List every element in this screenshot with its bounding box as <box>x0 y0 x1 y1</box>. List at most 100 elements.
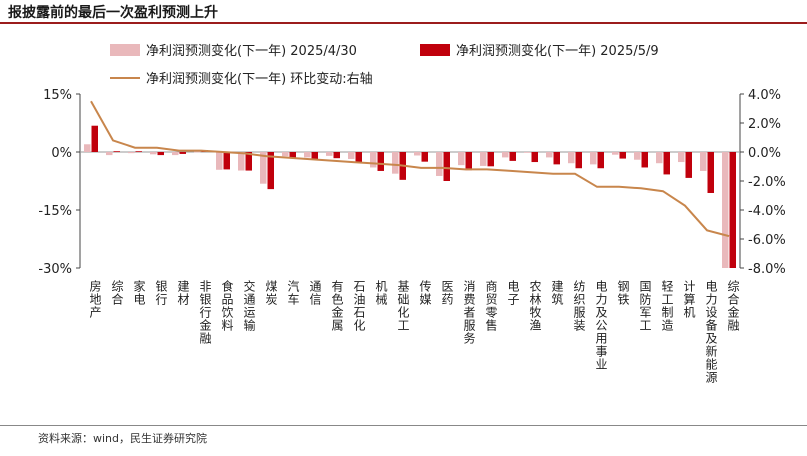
bar-series-2-28 <box>685 152 692 178</box>
bar-series-1-10 <box>282 152 289 157</box>
x-axis-category-label: 建材 <box>176 280 190 306</box>
source-note: 资料来源：wind，民生证券研究院 <box>38 432 208 445</box>
bar-series-2-18 <box>465 152 472 171</box>
bar-series-1-18 <box>458 152 465 166</box>
bar-series-1-27 <box>656 152 663 164</box>
bar-series-2-26 <box>641 152 648 168</box>
bar-series-1-4 <box>150 152 157 155</box>
bar-series-1-9 <box>260 152 267 184</box>
bar-series-2-22 <box>553 152 560 165</box>
bar-series-2-17 <box>443 152 450 181</box>
bar-series-1-20 <box>502 152 509 158</box>
x-axis-category-label: 电力设备及新能源 <box>704 280 718 384</box>
x-axis-category-label: 煤炭 <box>264 280 278 306</box>
x-axis-category-label: 房地产 <box>88 279 102 319</box>
bar-series-2-25 <box>619 152 626 159</box>
left-axis-tick-label: 0% <box>51 146 72 161</box>
bar-series-1-13 <box>348 152 355 159</box>
x-axis-category-label: 银行 <box>154 280 168 306</box>
bar-series-2-14 <box>377 152 384 171</box>
x-axis-category-label: 家电 <box>132 279 146 306</box>
bar-series-2-27 <box>663 152 670 175</box>
bar-series-1-11 <box>304 152 311 158</box>
bar-series-1-30 <box>722 152 729 268</box>
right-axis-tick-label: 0.0% <box>748 146 781 161</box>
left-axis-tick-label: 15% <box>43 88 72 103</box>
bar-series-2-16 <box>421 152 428 162</box>
chart-title: 报披露前的最后一次盈利预测上升 <box>8 5 218 21</box>
right-axis-tick-label: 2.0% <box>748 117 781 132</box>
left-axis-tick-label: -30% <box>38 262 72 277</box>
legend-item-series-3: 净利润预测变化(下一年) 环比变动:右轴 <box>110 68 373 87</box>
x-axis-category-label: 有色金属 <box>330 280 344 332</box>
x-axis-category-label: 非银行金融 <box>198 280 212 345</box>
bar-series-1-25 <box>612 152 619 155</box>
legend-swatch-series-2 <box>420 43 450 56</box>
line-series-mom-change <box>90 100 730 238</box>
bar-series-1-26 <box>634 152 641 160</box>
bar-series-2-19 <box>487 152 494 167</box>
right-axis-tick-label: -4.0% <box>748 204 786 219</box>
x-axis-category-label: 通信 <box>308 280 322 306</box>
bar-series-2-11 <box>311 152 318 160</box>
bar-series-2-24 <box>597 152 604 169</box>
bar-series-2-2 <box>113 151 120 153</box>
x-axis-category-label: 传媒 <box>418 279 432 306</box>
right-axis-tick-label: -2.0% <box>748 175 786 190</box>
bar-series-1-7 <box>216 152 223 170</box>
x-axis-category-label: 纺织服装 <box>572 280 586 332</box>
legend-swatch-series-1 <box>110 43 140 56</box>
x-axis-category-label: 农林牧渔 <box>528 280 542 332</box>
bar-series-2-12 <box>333 152 340 159</box>
bar-series-2-8 <box>245 152 252 171</box>
x-axis-category-label: 基础化工 <box>396 280 410 332</box>
bar-series-1-17 <box>436 152 443 176</box>
legend-label-series-1: 净利润预测变化(下一年) 2025/4/30 <box>146 44 357 59</box>
x-axis-category-label: 国防军工 <box>638 280 652 332</box>
bar-series-1-24 <box>590 152 597 165</box>
legend-label-series-3: 净利润预测变化(下一年) 环比变动:右轴 <box>146 72 373 87</box>
bar-series-1-28 <box>678 152 685 163</box>
bar-series-2-10 <box>289 152 296 158</box>
bar-series-2-23 <box>575 152 582 169</box>
x-axis-category-label: 商贸零售 <box>484 279 498 332</box>
bar-series-2-4 <box>157 152 164 156</box>
bar-series-1-3 <box>128 152 135 154</box>
bar-series-1-23 <box>568 152 575 164</box>
bar-series-2-29 <box>707 152 714 193</box>
bar-series-1-19 <box>480 152 487 166</box>
x-axis-category-label: 轻工制造 <box>660 280 674 332</box>
bar-series-1-6 <box>194 151 201 153</box>
x-axis-category-label: 石油石化 <box>352 280 366 332</box>
bar-series-1-16 <box>414 152 421 156</box>
x-axis-category-label: 计算机 <box>682 280 696 319</box>
right-axis-tick-label: 4.0% <box>748 88 781 103</box>
bar-series-1-5 <box>172 152 179 156</box>
left-axis-tick-label: -15% <box>38 204 72 219</box>
x-axis-category-label: 电力及公用事业 <box>594 280 608 371</box>
x-axis-category-label: 食品饮料 <box>220 279 234 332</box>
legend-item-series-1: 净利润预测变化(下一年) 2025/4/30 <box>110 40 357 59</box>
x-axis-category-label: 综合 <box>110 280 124 306</box>
bar-series-2-3 <box>135 151 142 153</box>
bar-series-2-5 <box>179 152 186 154</box>
source-divider <box>0 425 807 426</box>
bar-series-1-1 <box>84 144 91 152</box>
bar-series-2-20 <box>509 152 516 161</box>
bar-series-2-7 <box>223 152 230 170</box>
bar-series-1-12 <box>326 152 333 156</box>
bar-series-1-21 <box>524 152 531 153</box>
x-axis-category-label: 电子 <box>506 280 520 306</box>
x-axis-category-label: 汽车 <box>286 279 300 306</box>
bar-series-1-22 <box>546 152 553 158</box>
bar-series-1-8 <box>238 152 245 171</box>
legend-swatch-series-3 <box>110 76 140 79</box>
x-axis-category-label: 综合金融 <box>726 280 740 332</box>
bar-series-1-2 <box>106 152 113 156</box>
bar-series-2-21 <box>531 152 538 163</box>
legend-item-series-2: 净利润预测变化(下一年) 2025/5/9 <box>420 40 659 59</box>
right-axis-tick-label: -6.0% <box>748 233 786 248</box>
title-divider <box>0 22 807 24</box>
bar-series-2-30 <box>729 152 736 268</box>
x-axis-category-label: 交通运输 <box>242 279 256 332</box>
